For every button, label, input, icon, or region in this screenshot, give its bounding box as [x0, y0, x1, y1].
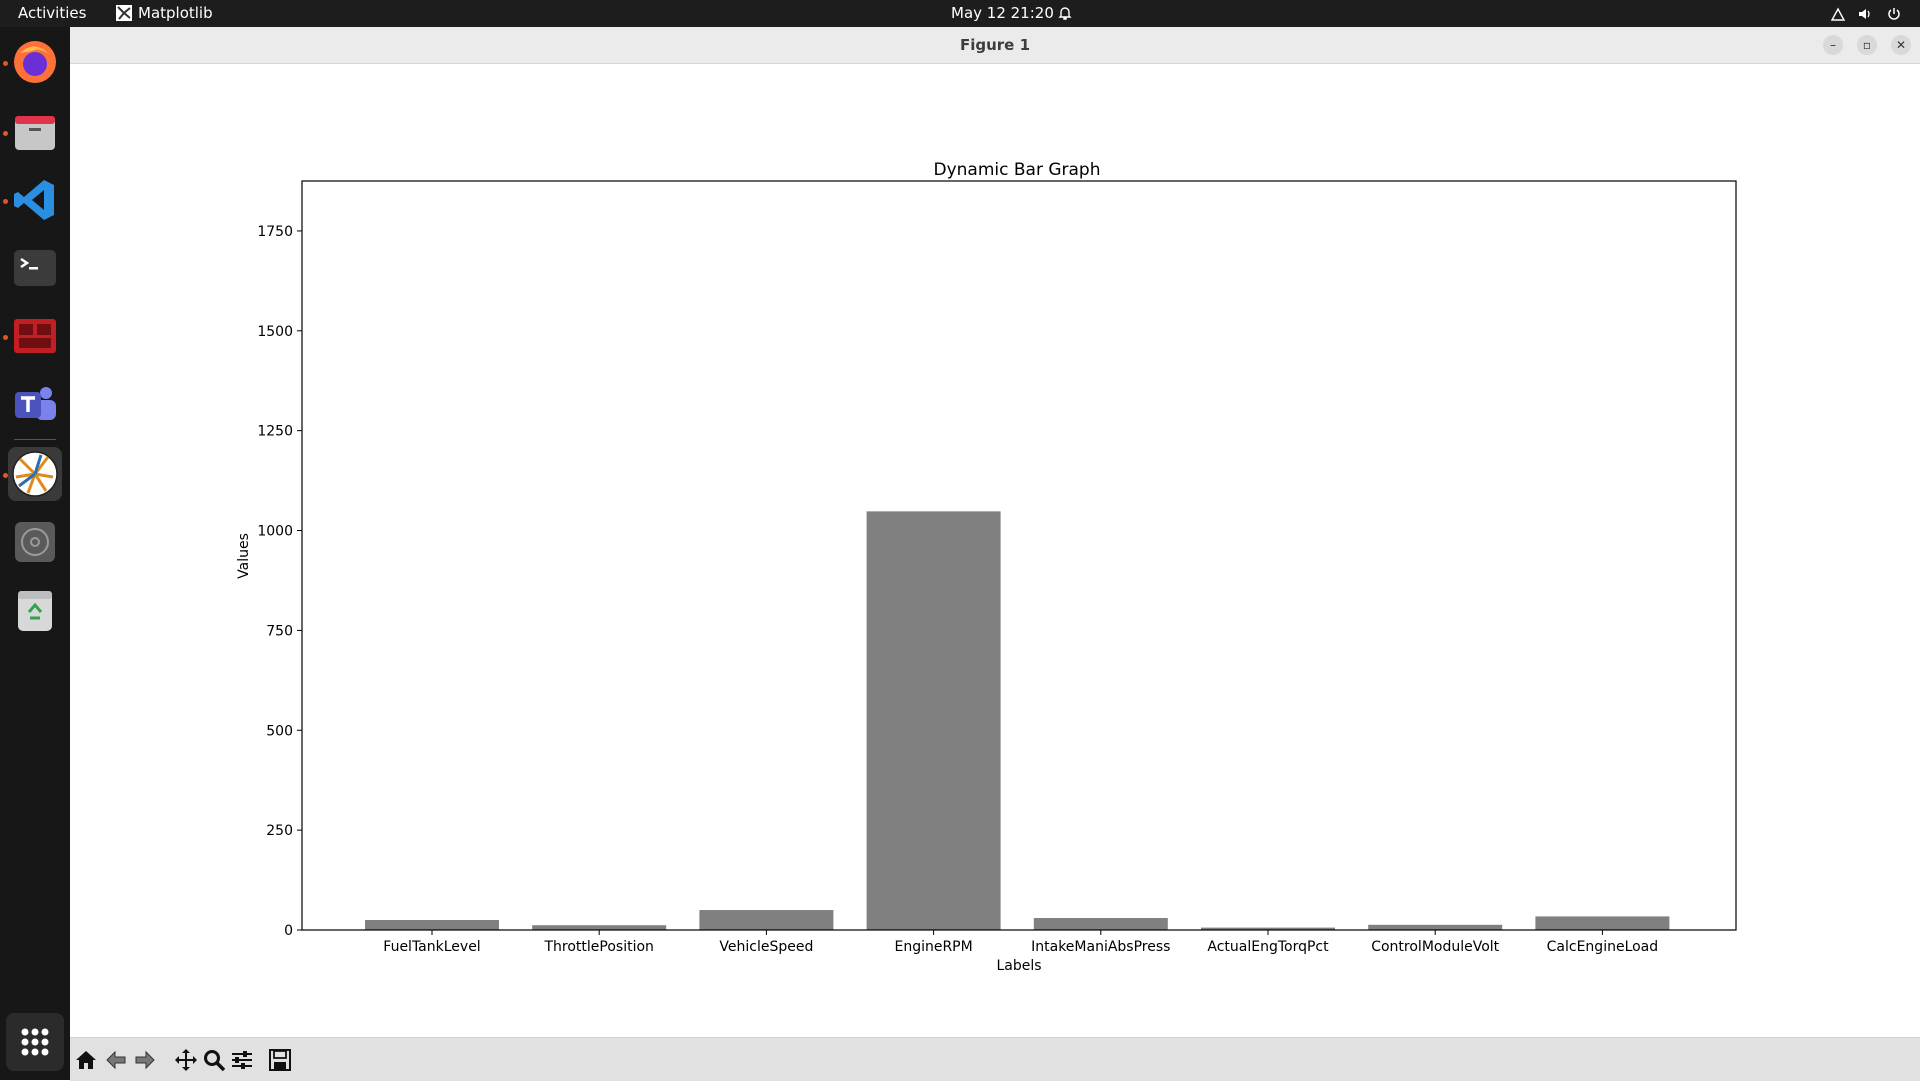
y-tick-label: 1750: [257, 224, 293, 240]
clock[interactable]: May 12 21:20: [951, 4, 1054, 22]
top-bar: Activities Matplotlib May 12 21:20: [0, 0, 1920, 27]
minimize-button[interactable]: –: [1823, 35, 1843, 55]
remote-desktop-icon: [14, 319, 56, 353]
app-name: Matplotlib: [138, 4, 213, 22]
files-launcher[interactable]: [10, 107, 60, 157]
x-tick-label: EngineRPM: [894, 939, 972, 955]
app-menu[interactable]: Matplotlib: [116, 0, 213, 27]
running-indicator: [3, 473, 8, 478]
y-tick-label: 1000: [257, 524, 293, 540]
dock-separator: [14, 439, 56, 440]
firefox-launcher[interactable]: [10, 37, 60, 87]
x-tick-label: IntakeManiAbsPress: [1031, 939, 1170, 955]
bar-ActualEngTorqPct: [1201, 927, 1335, 930]
power-icon[interactable]: [1886, 6, 1902, 22]
pan-icon: [175, 1049, 197, 1071]
y-tick-label: 750: [266, 623, 293, 639]
save-icon: [269, 1049, 291, 1071]
running-indicator: [3, 199, 8, 204]
bar-ThrottlePosition: [532, 925, 667, 930]
close-icon: ✕: [1895, 38, 1907, 52]
y-tick-label: 1250: [257, 424, 293, 440]
home-button[interactable]: [72, 1046, 100, 1074]
volume-icon[interactable]: [1857, 6, 1873, 22]
configure-subplots-icon: [232, 1051, 252, 1069]
home-icon: [76, 1051, 96, 1069]
trash-icon: [18, 591, 52, 631]
files-icon: [15, 116, 55, 150]
maximize-button[interactable]: ▫: [1857, 35, 1877, 55]
firefox-icon: [14, 41, 56, 83]
trash-launcher[interactable]: [10, 585, 60, 635]
activities-button[interactable]: Activities: [18, 4, 87, 22]
window-title: Figure 1: [959, 36, 1031, 54]
dock: [0, 27, 70, 1080]
bar-VehicleSpeed: [699, 910, 834, 930]
terminal-launcher[interactable]: [10, 243, 60, 293]
bar-IntakeManiAbsPress: [1033, 918, 1168, 930]
x-tick-label: VehicleSpeed: [719, 939, 813, 955]
y-tick-label: 500: [266, 723, 293, 739]
show-apps-button[interactable]: [6, 1013, 64, 1071]
bars: [365, 511, 1670, 930]
terminal-icon: [14, 250, 56, 286]
teams-icon: [15, 387, 56, 420]
network-icon[interactable]: [1830, 6, 1846, 22]
close-button[interactable]: ✕: [1891, 35, 1911, 55]
save-button[interactable]: [266, 1046, 294, 1074]
pan-button[interactable]: [172, 1046, 200, 1074]
y-tick-label: 1500: [257, 324, 293, 340]
running-indicator: [3, 61, 8, 66]
back-icon: [106, 1050, 126, 1070]
matplotlib-icon: [116, 5, 132, 21]
maximize-icon: ▫: [1862, 38, 1872, 52]
zoom-button[interactable]: [200, 1046, 228, 1074]
x-axis-label: Labels: [996, 958, 1041, 974]
teams-launcher[interactable]: [10, 379, 60, 429]
notification-icon[interactable]: [1057, 5, 1073, 21]
x-axis: FuelTankLevel ThrottlePosition VehicleSpee…: [383, 930, 1658, 955]
bar-chart: Dynamic Bar Graph 0 250 500 750 1000 1250 1500…: [236, 160, 1737, 974]
disc-launcher[interactable]: [10, 517, 60, 567]
plot-frame: [301, 180, 1737, 931]
title-bar: Figure 1 – ▫ ✕: [70, 27, 1920, 64]
bar-EngineRPM: [866, 511, 1001, 930]
y-axis-label: Values: [236, 533, 252, 579]
zoom-icon: [204, 1050, 226, 1072]
app-grid-icon: [21, 1028, 49, 1056]
x-tick-label: CalcEngineLoad: [1547, 939, 1659, 955]
y-tick-label: 250: [266, 823, 293, 839]
vscode-launcher[interactable]: [10, 175, 60, 225]
forward-icon: [135, 1050, 155, 1070]
y-tick-label: 0: [284, 923, 293, 939]
x-tick-label: ControlModuleVolt: [1371, 939, 1499, 955]
configure-subplots-button[interactable]: [228, 1046, 256, 1074]
matplotlib-icon: [12, 451, 58, 497]
x-tick-label: FuelTankLevel: [383, 939, 480, 955]
y-axis: 0 250 500 750 1000 1250 1500 1750: [257, 224, 302, 939]
forward-button[interactable]: [131, 1046, 159, 1074]
bar-CalcEngineLoad: [1535, 916, 1670, 930]
running-indicator: [3, 335, 8, 340]
back-button[interactable]: [102, 1046, 130, 1074]
x-tick-label: ActualEngTorqPct: [1207, 939, 1329, 955]
bar-ControlModuleVolt: [1368, 924, 1503, 930]
x-tick-label: ThrottlePosition: [543, 939, 653, 955]
remote-desktop-launcher[interactable]: [10, 311, 60, 361]
chart-title: Dynamic Bar Graph: [934, 160, 1101, 180]
running-indicator: [3, 131, 8, 136]
matplotlib-launcher[interactable]: [8, 447, 62, 501]
figure-toolbar: [70, 1037, 1920, 1081]
vscode-icon: [14, 180, 54, 220]
disc-icon: [15, 522, 55, 562]
minimize-icon: –: [1830, 38, 1836, 52]
bar-FuelTankLevel: [365, 920, 499, 930]
